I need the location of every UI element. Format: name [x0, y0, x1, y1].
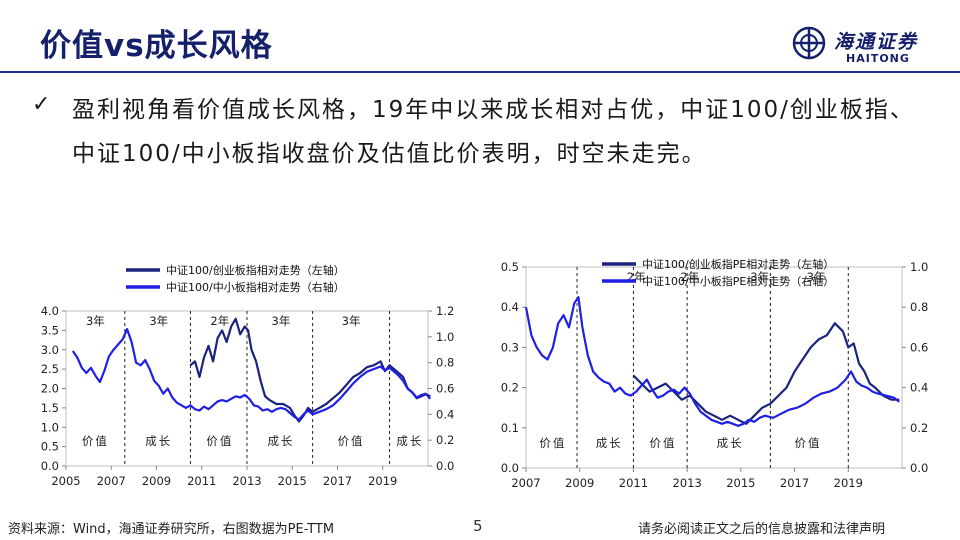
page-number: 5 [473, 517, 483, 535]
legend-label-2: 中证100/中小板指PE相对走势（右轴） [642, 274, 834, 288]
period-duration-label: 3年 [149, 314, 168, 328]
disclaimer-note: 请务必阅读正文之后的信息披露和法律声明 [638, 522, 886, 537]
right-axis-tick-label: 1.0 [910, 260, 928, 274]
x-axis-tick-label: 2007 [511, 476, 540, 490]
logo-en-text: HAITONG [846, 52, 910, 65]
series-line-2 [524, 296, 900, 427]
period-style-label: 价值 [795, 436, 822, 450]
x-axis-tick-label: 2013 [232, 474, 261, 488]
checkmark-icon: ✓ [32, 92, 51, 117]
x-axis-tick-label: 2011 [619, 476, 648, 490]
x-axis-tick-label: 2019 [368, 474, 397, 488]
source-note: 资料来源：Wind，海通证券研究所，右图数据为PE-TTM [8, 522, 335, 537]
logo-cn-text: 海通证券 [834, 31, 919, 53]
legend-label-1: 中证100/创业板指PE相对走势（左轴） [642, 257, 834, 271]
plot-frame [65, 310, 429, 467]
period-duration-label: 3年 [86, 314, 105, 328]
period-style-label: 成长 [596, 436, 623, 450]
x-axis-tick-label: 2015 [726, 476, 755, 490]
x-axis-tick-label: 2019 [834, 476, 863, 490]
series-line-1 [189, 317, 431, 423]
right-axis-tick-label: 0.0 [910, 461, 928, 475]
left-axis-tick-label: 1.0 [41, 420, 59, 434]
left-axis-tick-label: 0.5 [41, 440, 59, 454]
title-divider [0, 71, 960, 73]
series-line-1 [632, 322, 900, 425]
right-axis-tick-label: 0.4 [910, 381, 928, 395]
x-axis-tick-label: 2017 [780, 476, 809, 490]
period-style-label: 价值 [338, 434, 365, 448]
right-axis-tick-label: 0.6 [436, 382, 454, 396]
page-title: 价值vs成长风格 [40, 28, 273, 64]
left-axis-tick-label: 0.0 [501, 461, 519, 475]
x-axis-tick-label: 2005 [51, 474, 80, 488]
summary-text: 盈利视角看价值成长风格，19年中以来成长相对占优，中证100/创业板指、中证10… [72, 97, 915, 167]
left-axis-tick-label: 0.4 [501, 300, 519, 314]
left-axis-tick-label: 2.5 [41, 362, 59, 376]
period-style-label: 成长 [396, 434, 423, 448]
period-style-label: 成长 [145, 434, 172, 448]
left-axis-tick-label: 0.2 [501, 381, 519, 395]
period-style-label: 价值 [82, 434, 109, 448]
legend-label-1: 中证100/创业板指相对走势（左轴） [166, 263, 345, 277]
left-axis-tick-label: 0.1 [501, 421, 519, 435]
left-axis-tick-label: 0.3 [501, 340, 519, 354]
right-axis-tick-label: 0.2 [910, 421, 928, 435]
right-axis-tick-label: 0.2 [436, 433, 454, 447]
series-line-2 [71, 328, 432, 421]
plot-frame [525, 266, 903, 469]
period-duration-label: 3年 [272, 314, 291, 328]
left-axis-tick-label: 3.0 [41, 343, 59, 357]
haitong-logo: 海通证券 HAITONG [792, 24, 952, 68]
period-style-label: 价值 [539, 436, 566, 450]
left-axis-tick-label: 1.5 [41, 401, 59, 415]
right-axis-tick-label: 0.6 [910, 340, 928, 354]
period-duration-label: 3年 [750, 270, 769, 284]
period-style-label: 成长 [717, 436, 744, 450]
left-axis-tick-label: 0.5 [501, 260, 519, 274]
chart-pe-ratio: 0.0 0.1 0.2 0.3 0.4 0.5 0.0 0.2 0.4 0.6 0.8 1.0 2007… [501, 257, 929, 490]
right-axis-tick-label: 1.2 [436, 304, 454, 318]
x-axis-tick-label: 2017 [323, 474, 352, 488]
left-axis-tick-label: 2.0 [41, 382, 59, 396]
right-axis-tick-label: 0.8 [436, 356, 454, 370]
chart-close-price-ratio: 0.0 0.5 1.0 1.5 2.0 2.5 3.0 3.5 4.0 0.0 0.2 0.4 0.6 0… [41, 263, 455, 488]
x-axis-tick-label: 2015 [278, 474, 307, 488]
period-duration-label: 3年 [342, 314, 361, 328]
right-axis-tick-label: 1.0 [436, 330, 454, 344]
x-axis-tick-label: 2007 [97, 474, 126, 488]
x-axis-tick-label: 2011 [187, 474, 216, 488]
period-style-label: 价值 [649, 436, 676, 450]
period-style-label: 成长 [267, 434, 294, 448]
legend-label-2: 中证100/中小板指相对走势（右轴） [166, 280, 345, 294]
right-axis-tick-label: 0.0 [436, 459, 454, 473]
period-duration-label: 3年 [807, 270, 826, 284]
period-duration-label: 2年 [210, 314, 229, 328]
haitong-logo-icon [792, 26, 826, 60]
right-axis-tick-label: 0.8 [910, 300, 928, 314]
x-axis-tick-label: 2009 [142, 474, 171, 488]
period-style-label: 价值 [206, 434, 233, 448]
right-axis-tick-label: 0.4 [436, 407, 454, 421]
x-axis-tick-label: 2013 [673, 476, 702, 490]
left-axis-tick-label: 4.0 [41, 304, 59, 318]
left-axis-tick-label: 0.0 [41, 459, 59, 473]
left-axis-tick-label: 3.5 [41, 323, 59, 337]
period-duration-label: 2年 [680, 270, 699, 284]
x-axis-tick-label: 2009 [565, 476, 594, 490]
